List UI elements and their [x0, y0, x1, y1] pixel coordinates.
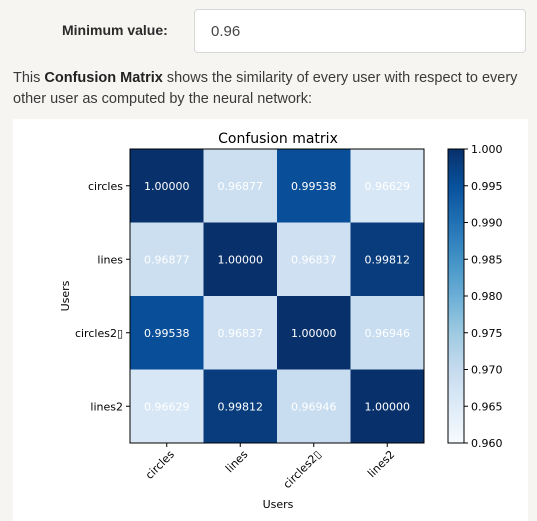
heatmap-cell — [350, 149, 425, 223]
cell-value-label: 0.99538 — [291, 180, 337, 193]
chart-title: Confusion matrix — [218, 131, 338, 147]
heatmap-cell — [203, 369, 278, 444]
heatmap-cell — [350, 369, 425, 444]
x-tick-label: circles — [143, 448, 177, 482]
colorbar — [447, 148, 465, 444]
y-tick-label: circles — [88, 180, 123, 193]
cell-value-label: 0.99812 — [365, 253, 411, 266]
cell-value-label: 0.96877 — [144, 253, 190, 266]
cell-value-label: 0.96837 — [291, 253, 337, 266]
colorbar-tick-label: 0.980 — [471, 290, 503, 303]
cell-value-label: 1.00000 — [144, 180, 190, 193]
y-tick-label: lines — [97, 253, 123, 266]
colorbar-tick-label: 0.985 — [471, 253, 503, 266]
colorbar-tick-label: 0.990 — [471, 217, 503, 230]
x-tick-label: lines — [223, 448, 250, 475]
cell-value-label: 0.96629 — [365, 180, 411, 193]
heatmap-cell — [277, 222, 351, 297]
heatmap-cell — [203, 149, 278, 223]
y-tick-label: circles2▯ — [75, 327, 123, 340]
heatmap-cell — [350, 296, 425, 370]
plot-frame — [129, 148, 425, 444]
heatmap-cell — [203, 296, 278, 370]
cell-value-label: 0.96946 — [291, 400, 337, 413]
confusion-matrix-chart: Confusion matrix 1.00000 0.96877 0.99538 0.… — [59, 131, 503, 511]
heatmap-cell — [277, 149, 351, 223]
colorbar-tick-label: 0.960 — [471, 437, 503, 450]
x-tick-label: lines2 — [365, 448, 397, 480]
colorbar-tick-label: 0.970 — [471, 364, 503, 377]
cell-value-label: 0.96877 — [218, 180, 264, 193]
cell-value-label: 1.00000 — [218, 253, 264, 266]
heatmap-cell — [130, 296, 204, 370]
cell-value-label: 1.00000 — [365, 400, 411, 413]
cell-value-label: 0.96946 — [365, 327, 411, 340]
minimum-value-label: Minimum value: — [62, 22, 168, 38]
y-axis-label: Users — [59, 280, 72, 311]
confusion-matrix-card: Confusion matrix 1.00000 0.96877 0.99538 0.… — [13, 119, 528, 521]
minimum-value-row: Minimum value: — [0, 8, 537, 56]
cell-value-label: 0.99538 — [144, 327, 190, 340]
heatmap-cell — [277, 296, 351, 370]
heatmap-cell — [350, 222, 425, 297]
cell-value-label: 1.00000 — [291, 327, 337, 340]
heatmap-cell — [130, 369, 204, 444]
x-axis-label: Users — [263, 498, 294, 511]
heatmap-cell — [203, 222, 278, 297]
colorbar-tick-label: 0.975 — [471, 327, 503, 340]
heatmap-cell — [130, 222, 204, 297]
heatmap-cell — [130, 149, 204, 223]
description-bold: Confusion Matrix — [44, 70, 163, 86]
colorbar-tick-label: 1.000 — [471, 143, 503, 156]
cell-value-label: 0.99812 — [218, 400, 264, 413]
colorbar-tick-label: 0.965 — [471, 400, 503, 413]
cell-value-label: 0.96629 — [144, 400, 190, 413]
cell-value-label: 0.96837 — [218, 327, 264, 340]
minimum-value-input[interactable] — [194, 9, 526, 53]
colorbar-tick-label: 0.995 — [471, 180, 503, 193]
x-tick-label: circles2▯ — [281, 448, 324, 491]
y-tick-label: lines2 — [90, 400, 123, 413]
heatmap-cell — [277, 369, 351, 444]
description-text: This Confusion Matrix shows the similari… — [13, 70, 518, 107]
